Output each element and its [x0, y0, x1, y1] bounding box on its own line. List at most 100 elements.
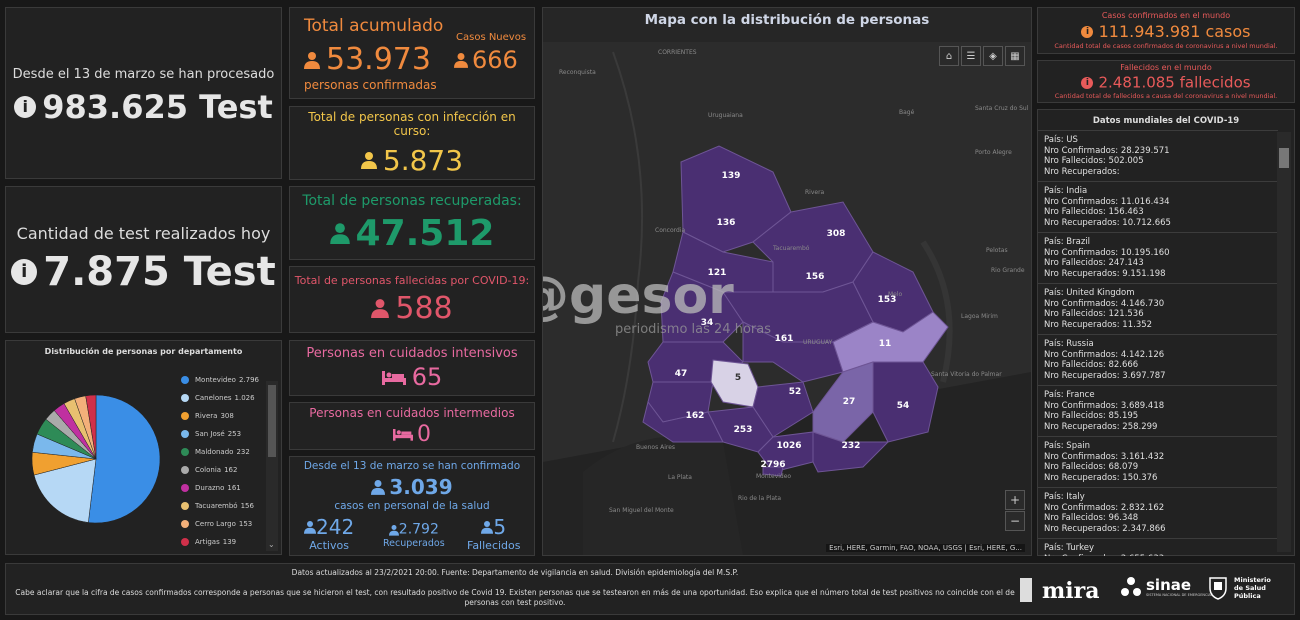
active-panel: Total de personas con infección en curso… — [289, 106, 535, 180]
place-label: Porto Alegre — [975, 149, 1012, 156]
world-cases-note: Cantidad total de casos confirmados de c… — [1054, 42, 1278, 50]
river-plate — [583, 436, 743, 555]
country-item[interactable]: País: Russia Nro Confirmados: 4.142.126 Nr… — [1038, 335, 1278, 386]
dept-value: 156 — [806, 272, 825, 282]
country-item[interactable]: País: US Nro Confirmados: 28.239.571 Nro F… — [1038, 131, 1278, 182]
active-value: 5.873 — [382, 143, 464, 177]
footer-scrollbar[interactable] — [1020, 578, 1032, 602]
legend-item[interactable]: Colonia 162 — [181, 461, 261, 479]
icu-value-row: 65 — [381, 363, 442, 391]
country-confirmed: Nro Confirmados: 2.832.162 — [1044, 502, 1165, 513]
health-active-label: Activos — [309, 539, 349, 552]
tests-since-value: 983.625 Test — [42, 87, 273, 126]
tests-since-value-row: i 983.625 Test — [14, 88, 273, 126]
pie-slice[interactable] — [33, 458, 97, 523]
place-label: Tacuarembó — [772, 245, 810, 252]
world-cases-panel: Casos confirmados en el mundo i 111.943.… — [1037, 7, 1295, 54]
legend-item[interactable]: Cerro Largo 153 — [181, 515, 261, 533]
pie-slice[interactable] — [85, 394, 97, 460]
legend-swatch — [181, 502, 189, 510]
country-item[interactable]: País: Italy Nro Confirmados: 2.832.162 Nro… — [1038, 488, 1278, 539]
country-item[interactable]: País: France Nro Confirmados: 3.689.418 Nr… — [1038, 386, 1278, 437]
place-label: La Plata — [668, 474, 692, 481]
legend-swatch — [181, 538, 189, 546]
country-recovered: Nro Recuperados: 10.712.665 — [1044, 217, 1171, 228]
map-view[interactable]: CORRIENTES Reconquista Uruguaiana Bagé S… — [543, 42, 1031, 555]
legend-list-icon[interactable]: ☰ — [961, 46, 981, 66]
info-icon: i — [1081, 76, 1094, 89]
pie-panel: Distribución de personas por departament… — [5, 340, 282, 555]
dept-value: 308 — [827, 229, 846, 239]
basemap-gallery-icon[interactable]: ▦ — [1005, 46, 1025, 66]
pie-chart — [31, 394, 161, 524]
pie-title: Distribución de personas por departament… — [44, 347, 243, 356]
country-item[interactable]: País: United Kingdom Nro Confirmados: 4.1… — [1038, 284, 1278, 335]
country-item[interactable]: País: Spain Nro Confirmados: 3.161.432 Nro… — [1038, 437, 1278, 488]
health-deaths: 5 Fallecidos — [467, 515, 521, 552]
legend-item[interactable]: Rivera 308 — [181, 407, 261, 425]
person-icon — [371, 299, 390, 318]
person-icon — [304, 521, 316, 534]
country-confirmed: Nro Confirmados: 4.146.730 — [1044, 298, 1165, 309]
legend-item[interactable]: Tacuarembó 156 — [181, 497, 261, 515]
country-name: País: India — [1044, 186, 1088, 196]
accumulated-panel: Total acumulado 53.973 personas confirma… — [289, 7, 535, 99]
world-country-list[interactable]: País: US Nro Confirmados: 28.239.571 Nro F… — [1038, 130, 1278, 556]
msp-logo: Ministerio de Salud Pública — [1208, 576, 1278, 600]
zoom-out-button[interactable]: − — [1005, 511, 1025, 531]
legend-item[interactable]: Artigas 139 — [181, 533, 261, 551]
country-name: País: Brazil — [1044, 237, 1091, 247]
country-name: País: US — [1044, 135, 1078, 145]
home-icon[interactable]: ⌂ — [939, 46, 959, 66]
legend-label: Maldonado — [195, 448, 234, 456]
footer-updated: Datos actualizados al 23/2/2021 20:00. F… — [291, 568, 739, 577]
map-attribution[interactable]: Esri, HERE, Garmin, FAO, NOAA, USGS | Es… — [826, 544, 1025, 552]
sinae-logo: sinae SISTEMA NACIONAL DE EMERGENCIAS — [1120, 576, 1213, 598]
health-deaths-value: 5 — [493, 515, 507, 539]
new-cases-row: 666 — [454, 46, 518, 74]
place-label: Bagé — [899, 109, 915, 116]
country-recovered: Nro Recuperados: — [1044, 166, 1120, 177]
dept-value: 54 — [897, 401, 910, 411]
country-item[interactable]: País: India Nro Confirmados: 11.016.434 Nr… — [1038, 182, 1278, 233]
sinae-logo-sub: SISTEMA NACIONAL DE EMERGENCIAS — [1146, 592, 1214, 597]
intermediate-value: 0 — [417, 421, 431, 447]
icu-label: Personas en cuidados intensivos — [306, 345, 518, 361]
legend-item[interactable]: Durazno 161 — [181, 479, 261, 497]
footer-note: Cabe aclarar que la cifra de casos confi… — [15, 588, 1015, 607]
place-label: San Miguel del Monte — [609, 507, 674, 514]
country-name: País: Turkey — [1044, 543, 1094, 553]
dept-value: 121 — [708, 268, 727, 278]
zoom-in-button[interactable]: + — [1005, 490, 1025, 510]
world-list-panel: Datos mundiales del COVID-19 País: US Nro… — [1037, 109, 1295, 556]
legend-swatch — [181, 394, 189, 402]
country-list-scrollbar[interactable] — [1277, 132, 1291, 552]
sinae-icon — [1121, 577, 1141, 596]
info-icon: i — [14, 95, 37, 118]
layers-icon[interactable]: ◈ — [983, 46, 1003, 66]
country-confirmed: Nro Confirmados: 2.655.633 — [1044, 554, 1278, 557]
legend-item[interactable]: San José 253 — [181, 425, 261, 443]
legend-item[interactable]: Montevideo 2.796 — [181, 371, 261, 389]
country-item[interactable]: País: TurkeyNro Confirmados: 2.655.633Nr… — [1038, 539, 1278, 556]
legend-scrollbar[interactable]: ⌄ — [266, 381, 278, 551]
legend-item[interactable]: Canelones 1.026 — [181, 389, 261, 407]
dept-value: 161 — [775, 334, 794, 344]
country-deaths: Nro Fallecidos: 82.666 — [1044, 360, 1139, 370]
legend-item[interactable]: Maldonado 232 — [181, 443, 261, 461]
legend-scroll-thumb[interactable] — [268, 385, 276, 457]
pie-slice[interactable] — [88, 394, 161, 524]
icu-panel: Personas en cuidados intensivos 65 — [289, 340, 535, 396]
country-scroll-thumb[interactable] — [1279, 148, 1289, 168]
country-item[interactable]: País: Brazil Nro Confirmados: 10.195.160 N… — [1038, 233, 1278, 284]
country-confirmed: Nro Confirmados: 11.016.434 — [1044, 196, 1170, 207]
country-name: País: Russia — [1044, 339, 1094, 349]
world-deaths-panel: Fallecidos en el mundo i 2.481.085 falle… — [1037, 60, 1295, 103]
intermediate-panel: Personas en cuidados intermedios 0 — [289, 402, 535, 450]
legend-label: Durazno — [195, 484, 225, 492]
legend-scroll-down-icon[interactable]: ⌄ — [268, 540, 275, 549]
dept-value: 11 — [879, 339, 892, 349]
health-value-row: 3.039 — [290, 475, 534, 499]
dept-value: 2796 — [760, 460, 785, 470]
recovered-panel: Total de personas recuperadas: 47.512 — [289, 186, 535, 260]
